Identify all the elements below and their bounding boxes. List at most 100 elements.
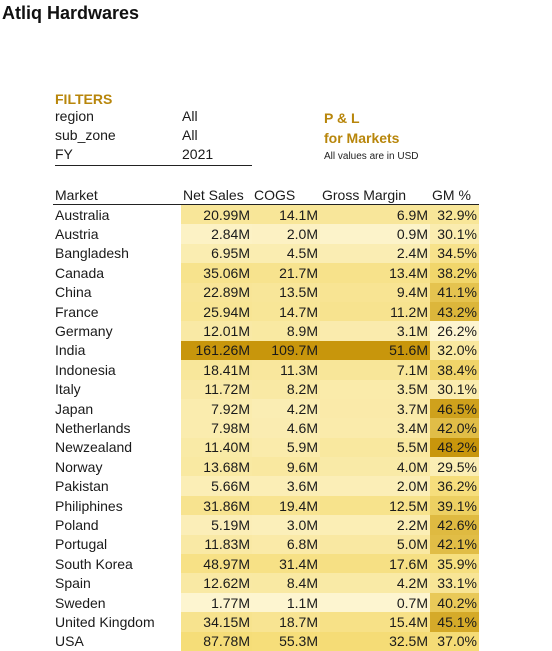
table-row[interactable]: Bangladesh 6.95M 4.5M 2.4M 34.5% xyxy=(53,243,479,264)
gross-margin-cell: 3.5M xyxy=(320,379,430,399)
net-sales-cell: 18.41M xyxy=(181,360,252,380)
header-gross-margin[interactable]: Gross Margin xyxy=(320,185,430,205)
pl-heading: P & L for Markets xyxy=(324,108,399,148)
filter-row-sub-zone[interactable]: sub_zone All xyxy=(55,127,252,146)
gm-pct-cell: 26.2% xyxy=(430,321,479,341)
net-sales-cell: 35.06M xyxy=(181,263,252,283)
table-row[interactable]: South Korea 48.97M 31.4M 17.6M 35.9% xyxy=(53,554,479,574)
net-sales-cell: 11.83M xyxy=(181,534,252,555)
header-gm-pct[interactable]: GM % xyxy=(430,185,479,205)
filters-heading: FILTERS xyxy=(55,91,113,107)
net-sales-cell: 11.72M xyxy=(181,379,252,399)
table-row[interactable]: France 25.94M 14.7M 11.2M 43.2% xyxy=(53,301,479,322)
gross-margin-cell: 5.0M xyxy=(320,534,430,555)
table-row[interactable]: Germany 12.01M 8.9M 3.1M 26.2% xyxy=(53,321,479,341)
table-row[interactable]: India 161.26M 109.7M 51.6M 32.0% xyxy=(53,340,479,361)
market-cell: Bangladesh xyxy=(55,245,129,262)
table-row[interactable]: Sweden 1.77M 1.1M 0.7M 40.2% xyxy=(53,592,479,613)
cogs-cell: 5.9M xyxy=(252,437,320,458)
gm-pct-cell: 32.9% xyxy=(430,204,479,225)
net-sales-cell: 6.95M xyxy=(181,243,252,264)
table-row[interactable]: Pakistan 5.66M 3.6M 2.0M 36.2% xyxy=(53,476,479,496)
table-row[interactable]: Portugal 11.83M 6.8M 5.0M 42.1% xyxy=(53,534,479,555)
gross-margin-cell: 9.4M xyxy=(320,282,430,302)
gross-margin-cell: 6.9M xyxy=(320,204,430,225)
table-row[interactable]: Netherlands 7.98M 4.6M 3.4M 42.0% xyxy=(53,418,479,438)
table-row[interactable]: Newzealand 11.40M 5.9M 5.5M 48.2% xyxy=(53,437,479,458)
table-row[interactable]: Poland 5.19M 3.0M 2.2M 42.6% xyxy=(53,515,479,535)
filter-value[interactable]: 2021 xyxy=(182,146,214,162)
header-market[interactable]: Market xyxy=(53,185,181,205)
cogs-cell: 8.4M xyxy=(252,573,320,593)
market-cell: Sweden xyxy=(55,594,106,611)
table-row[interactable]: USA 87.78M 55.3M 32.5M 37.0% xyxy=(53,631,479,651)
market-cell: Austria xyxy=(55,226,99,243)
table-row[interactable]: Canada 35.06M 21.7M 13.4M 38.2% xyxy=(53,263,479,283)
gross-margin-cell: 2.2M xyxy=(320,515,430,535)
table-row[interactable]: Australia 20.99M 14.1M 6.9M 32.9% xyxy=(53,204,479,225)
net-sales-cell: 161.26M xyxy=(181,340,252,361)
table-row[interactable]: Spain 12.62M 8.4M 4.2M 33.1% xyxy=(53,573,479,593)
gross-margin-cell: 2.0M xyxy=(320,476,430,496)
gm-pct-cell: 48.2% xyxy=(430,437,479,458)
net-sales-cell: 12.01M xyxy=(181,321,252,341)
market-cell: Canada xyxy=(55,264,105,281)
cogs-cell: 4.6M xyxy=(252,418,320,438)
gross-margin-cell: 4.0M xyxy=(320,457,430,477)
currency-note: All values are in USD xyxy=(324,151,419,162)
market-cell: Portugal xyxy=(55,536,108,553)
header-net-sales[interactable]: Net Sales xyxy=(181,185,252,205)
cogs-cell: 109.7M xyxy=(252,340,320,361)
cogs-cell: 8.9M xyxy=(252,321,320,341)
table-row[interactable]: China 22.89M 13.5M 9.4M 41.1% xyxy=(53,282,479,302)
gm-pct-cell: 30.1% xyxy=(430,379,479,399)
gross-margin-cell: 12.5M xyxy=(320,495,430,516)
gm-pct-cell: 46.5% xyxy=(430,398,479,419)
market-cell: France xyxy=(55,303,99,320)
gross-margin-cell: 4.2M xyxy=(320,573,430,593)
header-cogs[interactable]: COGS xyxy=(252,185,320,205)
net-sales-cell: 48.97M xyxy=(181,554,252,574)
table-row[interactable]: Indonesia 18.41M 11.3M 7.1M 38.4% xyxy=(53,360,479,380)
cogs-cell: 14.1M xyxy=(252,204,320,225)
gross-margin-cell: 2.4M xyxy=(320,243,430,264)
table-row[interactable]: Austria 2.84M 2.0M 0.9M 30.1% xyxy=(53,224,479,244)
net-sales-cell: 7.92M xyxy=(181,398,252,419)
table-row[interactable]: Norway 13.68M 9.6M 4.0M 29.5% xyxy=(53,457,479,477)
market-cell: Indonesia xyxy=(55,361,116,378)
net-sales-cell: 5.66M xyxy=(181,476,252,496)
table-row[interactable]: Italy 11.72M 8.2M 3.5M 30.1% xyxy=(53,379,479,399)
cogs-cell: 3.6M xyxy=(252,476,320,496)
table-row[interactable]: Japan 7.92M 4.2M 3.7M 46.5% xyxy=(53,398,479,419)
market-cell: Germany xyxy=(55,323,113,340)
market-cell: South Korea xyxy=(55,555,133,572)
market-cell: Australia xyxy=(55,206,110,223)
net-sales-cell: 2.84M xyxy=(181,224,252,244)
filter-value[interactable]: All xyxy=(182,127,198,143)
filter-row-fy[interactable]: FY 2021 xyxy=(55,146,252,166)
cogs-cell: 6.8M xyxy=(252,534,320,555)
table-row[interactable]: Philiphines 31.86M 19.4M 12.5M 39.1% xyxy=(53,495,479,516)
filter-key: FY xyxy=(55,146,73,162)
filter-value[interactable]: All xyxy=(182,108,198,124)
net-sales-cell: 22.89M xyxy=(181,282,252,302)
market-cell: Poland xyxy=(55,516,99,533)
gross-margin-cell: 51.6M xyxy=(320,340,430,361)
cogs-cell: 19.4M xyxy=(252,495,320,516)
market-cell: Norway xyxy=(55,458,103,475)
gm-pct-cell: 43.2% xyxy=(430,301,479,322)
filter-row-region[interactable]: region All xyxy=(55,108,252,127)
net-sales-cell: 20.99M xyxy=(181,204,252,225)
pl-heading-line2: for Markets xyxy=(324,130,400,146)
cogs-cell: 9.6M xyxy=(252,457,320,477)
gm-pct-cell: 40.2% xyxy=(430,592,479,613)
gm-pct-cell: 35.9% xyxy=(430,554,479,574)
table-row[interactable]: United Kingdom 34.15M 18.7M 15.4M 45.1% xyxy=(53,612,479,632)
gm-pct-cell: 42.1% xyxy=(430,534,479,555)
gm-pct-cell: 38.4% xyxy=(430,360,479,380)
net-sales-cell: 13.68M xyxy=(181,457,252,477)
pl-markets-table: Market Net Sales COGS Gross Margin GM % … xyxy=(53,185,479,651)
gross-margin-cell: 7.1M xyxy=(320,360,430,380)
cogs-cell: 2.0M xyxy=(252,224,320,244)
cogs-cell: 4.5M xyxy=(252,243,320,264)
